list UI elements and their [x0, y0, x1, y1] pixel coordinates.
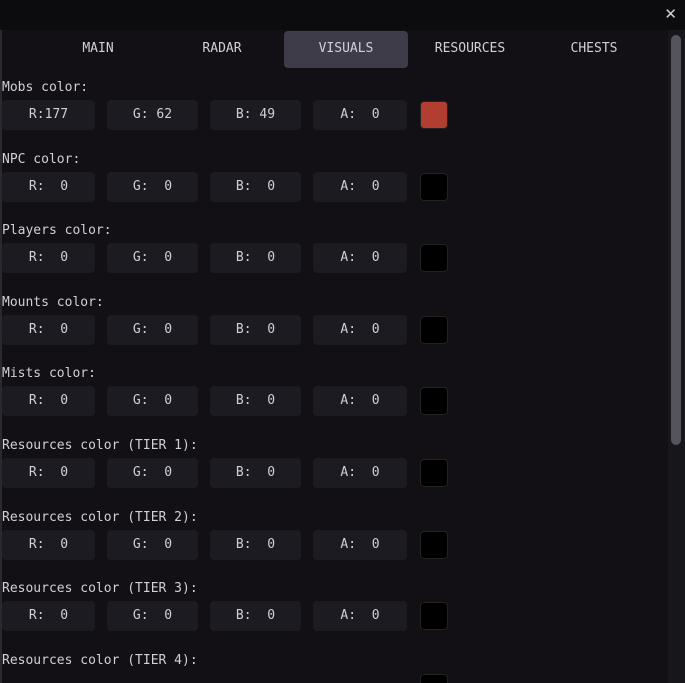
color-fields: R: 0 G: 0 B: 0 A: 0 — [2, 529, 668, 562]
color-swatch[interactable] — [420, 673, 448, 683]
color-section: Resources color (TIER 4): — [2, 651, 668, 683]
r-input[interactable]: R: 0 — [2, 529, 95, 560]
b-input[interactable]: B: 0 — [210, 314, 301, 345]
a-input[interactable]: A: 0 — [313, 171, 407, 202]
color-section: Mists color: R: 0 G: 0 B: 0 A: 0 — [2, 364, 668, 418]
color-swatch[interactable] — [420, 459, 448, 487]
section-label: Mists color: — [2, 366, 96, 382]
b-input[interactable]: B: 0 — [210, 458, 301, 488]
scrollbar[interactable] — [668, 30, 685, 683]
scrollbar-thumb[interactable] — [671, 35, 681, 445]
a-input[interactable]: A: 0 — [313, 458, 407, 488]
section-label: Mounts color: — [2, 294, 104, 310]
tab-radar[interactable]: RADAR — [202, 41, 242, 56]
g-input[interactable]: G: 0 — [107, 529, 198, 560]
a-input[interactable]: A: 0 — [313, 529, 407, 560]
color-section: Resources color (TIER 1): R: 0 G: 0 B: 0 A: … — [2, 436, 668, 490]
r-input[interactable]: R: 0 — [2, 386, 95, 417]
r-input[interactable]: R:177 — [2, 100, 95, 130]
r-input[interactable]: R: 0 — [2, 243, 95, 274]
g-input[interactable]: G: 62 — [107, 100, 198, 130]
r-input[interactable]: R: 0 — [2, 601, 95, 632]
color-swatch[interactable] — [420, 244, 448, 273]
section-label: Resources color (TIER 1): — [2, 438, 198, 453]
color-fields — [2, 673, 668, 683]
tab-bar: MAIN RADAR VISUALS RESOURCES CHESTS — [36, 31, 656, 68]
b-input[interactable]: B: 0 — [210, 243, 301, 274]
tab-chests[interactable]: CHESTS — [570, 41, 618, 56]
section-label: Resources color (TIER 4): — [2, 652, 198, 668]
color-fields: R: 0 G: 0 B: 0 A: 0 — [2, 601, 668, 633]
color-section: Resources color (TIER 3): R: 0 G: 0 B: 0 A: … — [2, 579, 668, 633]
section-label: Resources color (TIER 2): — [2, 509, 198, 525]
color-fields: R: 0 G: 0 B: 0 A: 0 — [2, 243, 668, 275]
g-input[interactable]: G: 0 — [107, 386, 198, 417]
section-label: Players color: — [2, 223, 112, 239]
color-fields: R: 0 G: 0 B: 0 A: 0 — [2, 386, 668, 418]
b-input[interactable]: B: 0 — [210, 386, 301, 417]
color-fields: R:177 G: 62 B: 49 A: 0 — [2, 100, 668, 132]
tab-main[interactable]: MAIN — [82, 41, 114, 56]
tab-resources[interactable]: RESOURCES — [434, 41, 506, 56]
b-input[interactable]: B: 0 — [210, 601, 301, 632]
color-swatch[interactable] — [420, 602, 448, 631]
color-section: Players color: R: 0 G: 0 B: 0 A: 0 — [2, 221, 668, 275]
b-input[interactable]: B: 0 — [210, 171, 301, 202]
g-input[interactable]: G: 0 — [107, 458, 198, 488]
r-input[interactable]: R: 0 — [2, 171, 95, 202]
b-input[interactable]: B: 0 — [210, 529, 301, 560]
g-input[interactable]: G: 0 — [107, 171, 198, 202]
b-input[interactable]: B: 49 — [210, 100, 301, 130]
a-input[interactable]: A: 0 — [313, 243, 407, 274]
settings-panel: MAIN RADAR VISUALS RESOURCES CHESTS Mobs col… — [0, 30, 668, 683]
color-fields: R: 0 G: 0 B: 0 A: 0 — [2, 458, 668, 490]
color-swatch[interactable] — [420, 387, 448, 416]
color-swatch[interactable] — [420, 530, 448, 559]
color-fields: R: 0 G: 0 B: 0 A: 0 — [2, 171, 668, 204]
color-section: Resources color (TIER 2): R: 0 G: 0 B: 0 A: … — [2, 508, 668, 562]
tab-visuals[interactable]: VISUALS — [284, 31, 408, 68]
a-input[interactable]: A: 0 — [313, 314, 407, 345]
a-input[interactable]: A: 0 — [313, 601, 407, 632]
section-label: Mobs color: — [2, 80, 89, 95]
color-swatch[interactable] — [420, 315, 448, 344]
color-section: Mobs color: R:177 G: 62 B: 49 A: 0 — [2, 78, 668, 132]
r-input[interactable]: R: 0 — [2, 314, 95, 345]
g-input[interactable]: G: 0 — [107, 243, 198, 274]
close-icon[interactable]: ✕ — [664, 5, 677, 23]
color-fields: R: 0 G: 0 B: 0 A: 0 — [2, 314, 668, 347]
color-swatch[interactable] — [420, 172, 448, 201]
color-swatch[interactable] — [420, 101, 448, 129]
section-label: NPC color: — [2, 151, 81, 167]
g-input[interactable]: G: 0 — [107, 314, 198, 345]
a-input[interactable]: A: 0 — [313, 100, 407, 130]
section-label: Resources color (TIER 3): — [2, 581, 198, 597]
g-input[interactable]: G: 0 — [107, 601, 198, 632]
color-section: Mounts color: R: 0 G: 0 B: 0 A: 0 — [2, 293, 668, 347]
r-input[interactable]: R: 0 — [2, 458, 95, 488]
a-input[interactable]: A: 0 — [313, 386, 407, 417]
color-section: NPC color: R: 0 G: 0 B: 0 A: 0 — [2, 150, 668, 204]
